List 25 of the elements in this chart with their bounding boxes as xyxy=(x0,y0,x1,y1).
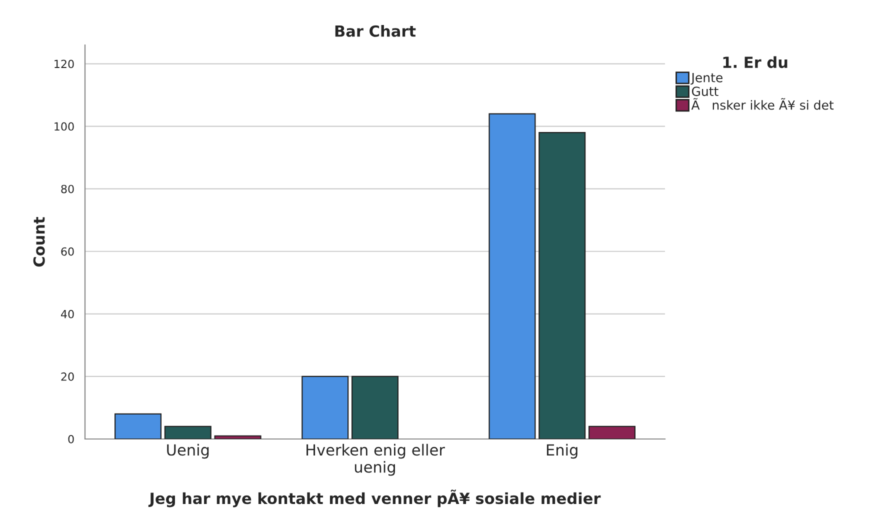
bar xyxy=(351,376,399,439)
y-tick-label: 20 xyxy=(61,372,74,381)
x-tick-label: Hverken enig eller uenig xyxy=(306,444,445,476)
x-tick-label: Enig xyxy=(546,444,578,459)
legend-label: Gutt xyxy=(692,86,718,96)
y-tick-label: 80 xyxy=(61,184,74,194)
legend-title: 1. Er du xyxy=(723,56,788,68)
bar xyxy=(538,132,586,439)
bar xyxy=(214,435,262,439)
bar xyxy=(488,113,536,439)
legend-label: Ã nsker ikke Ã¥ si det xyxy=(691,98,834,110)
bar xyxy=(164,426,212,439)
bar xyxy=(114,413,162,439)
y-tick-label: 120 xyxy=(54,60,74,68)
x-tick-label: Uenig xyxy=(167,444,209,459)
chart-title: Bar Chart xyxy=(335,25,416,37)
bar xyxy=(588,426,636,439)
y-tick-label: 100 xyxy=(54,122,74,131)
legend-label: Jente xyxy=(690,73,722,85)
y-tick-label: 0 xyxy=(68,434,74,444)
y-axis-title: Count xyxy=(33,216,45,267)
bar xyxy=(302,376,349,439)
y-tick-label: 40 xyxy=(60,310,74,318)
y-tick-label: 60 xyxy=(61,247,74,256)
x-axis-title: Jeg har mye kontakt med venner pÃ¥ sosiale medier xyxy=(148,490,601,508)
